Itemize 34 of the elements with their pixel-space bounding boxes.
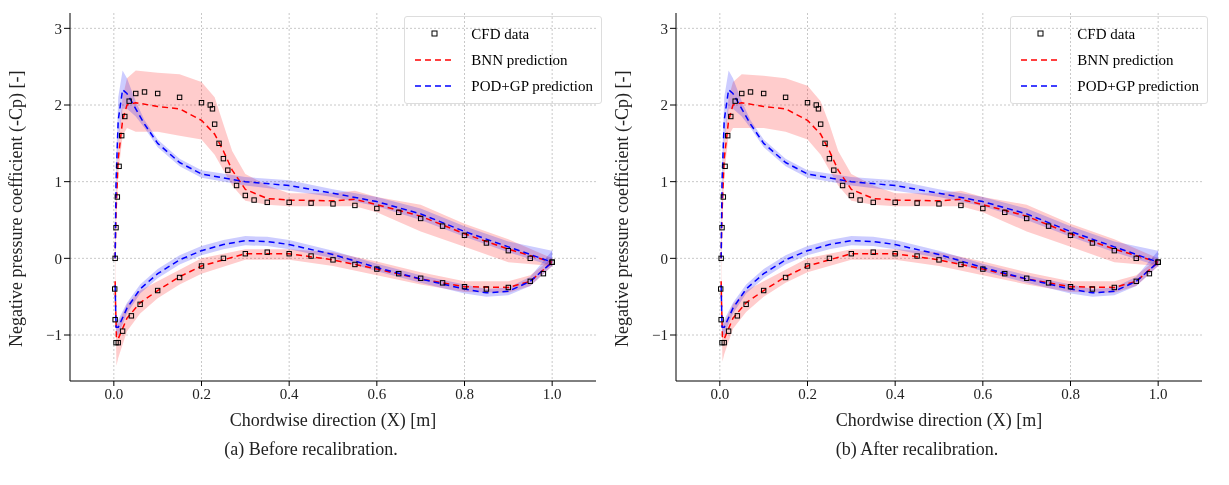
y-tick-label: 2: [660, 97, 668, 114]
y-tick-label: 1: [660, 173, 668, 190]
x-tick-label: 0.2: [192, 385, 211, 402]
text: (b) After recalibration.: [834, 439, 1000, 460]
legend-label: CFD data: [471, 25, 530, 43]
legend-label: POD+GP prediction: [471, 77, 593, 95]
x-tick-label: 0.4: [885, 385, 906, 402]
y-tick-label: 1: [54, 173, 62, 190]
y-tick-label: −1: [46, 327, 62, 344]
x-tick-label: 1.0: [1148, 385, 1168, 402]
y-tick-label: 0: [54, 250, 62, 267]
x-tick-label: 0.2: [798, 385, 817, 402]
x-axis-title: Chordwise direction (X) [m]: [229, 409, 437, 431]
x-tick-label: 0.6: [973, 385, 993, 402]
x-axis-title: Chordwise direction (X) [m]: [835, 409, 1043, 431]
text: (a) Before recalibration.: [223, 439, 399, 460]
y-axis-title: Negative pressure coefficient (-Cp) [-]: [6, 70, 28, 347]
y-tick-label: 2: [54, 97, 62, 114]
y-tick-label: 3: [54, 20, 62, 37]
x-tick-label: 0.0: [104, 385, 124, 402]
legend-label: POD+GP prediction: [1077, 77, 1199, 95]
y-tick-label: 0: [660, 250, 668, 267]
x-tick-label: 0.0: [710, 385, 730, 402]
legend-label: CFD data: [1077, 25, 1136, 43]
x-tick-label: 0.8: [1061, 385, 1080, 402]
legend-label: BNN prediction: [471, 51, 568, 69]
y-tick-label: −1: [652, 327, 668, 344]
x-tick-label: 0.6: [367, 385, 387, 402]
x-tick-label: 1.0: [542, 385, 562, 402]
legend-label: BNN prediction: [1077, 51, 1174, 69]
y-axis-title: Negative pressure coefficient (-Cp) [-]: [612, 70, 634, 347]
x-tick-label: 0.8: [455, 385, 474, 402]
y-tick-label: 3: [660, 20, 668, 37]
x-tick-label: 0.4: [279, 385, 300, 402]
